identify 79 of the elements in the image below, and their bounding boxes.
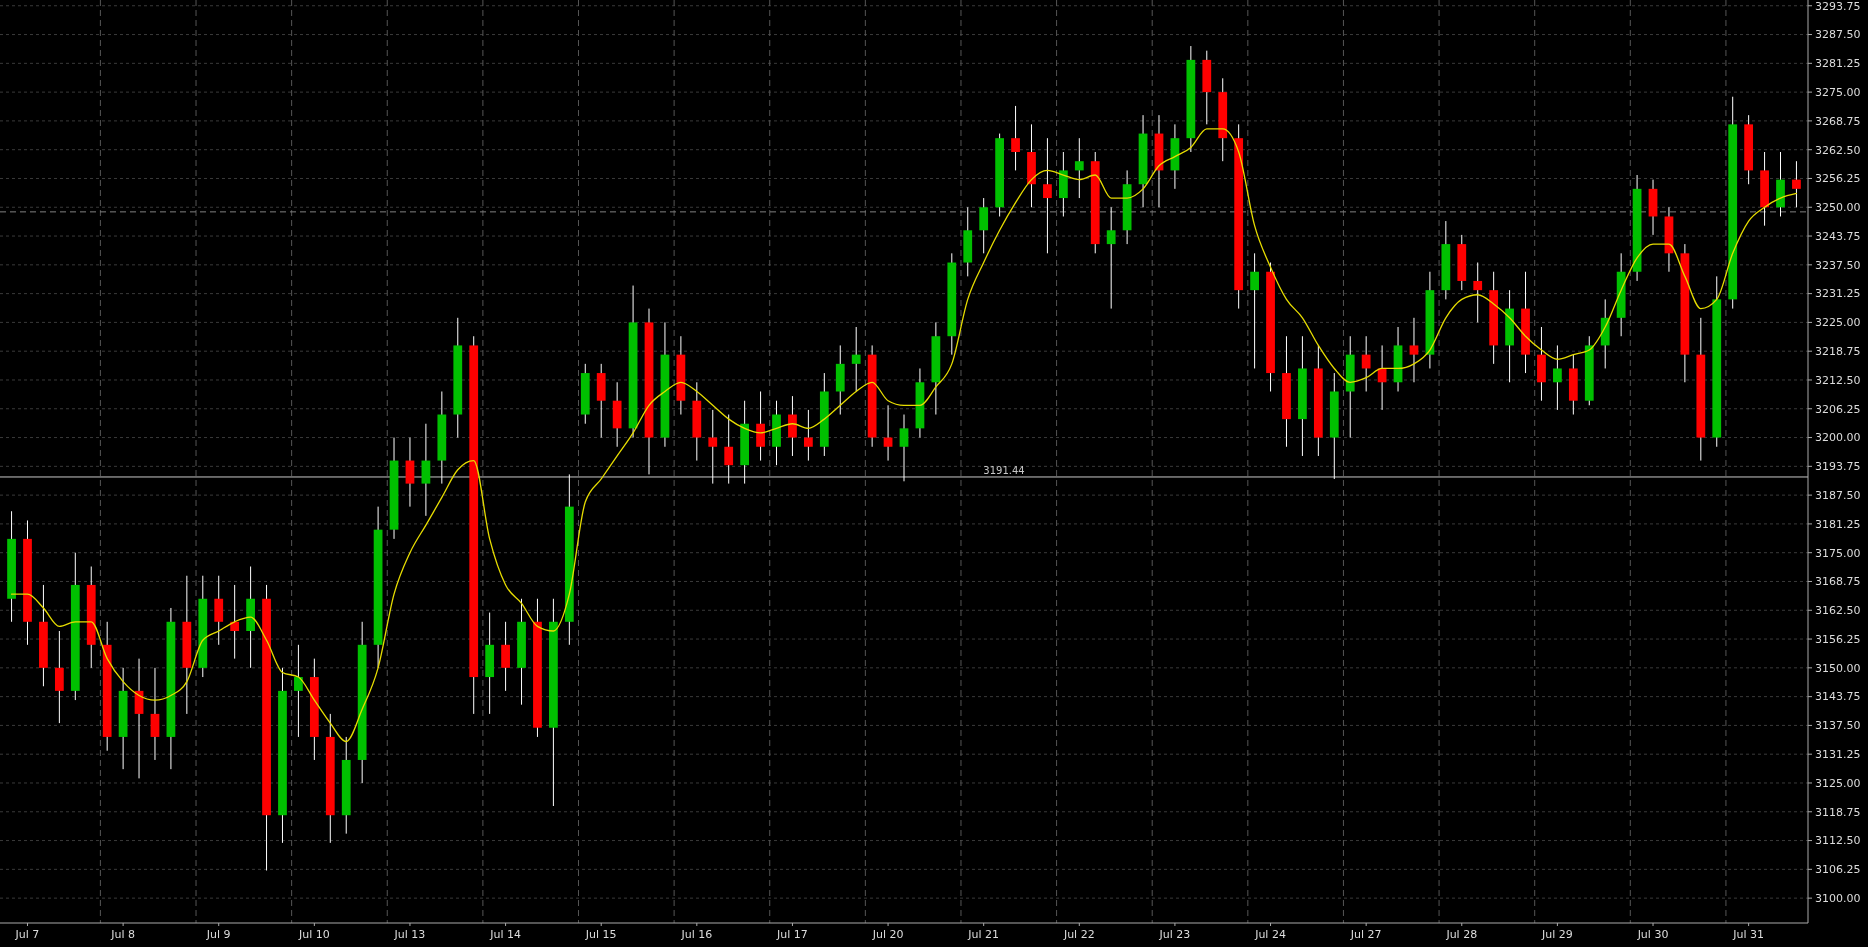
candlestick — [294, 644, 303, 738]
candlestick — [1106, 206, 1116, 310]
candlestick — [1361, 335, 1371, 392]
x-tick-label: Jul 8 — [110, 928, 135, 941]
x-tick-label: Jul 17 — [776, 928, 808, 941]
candlestick — [421, 423, 431, 517]
candlestick — [1011, 105, 1020, 171]
x-tick-label: Jul 10 — [297, 928, 330, 941]
candlestick — [788, 395, 797, 457]
y-tick-label: 3106.25 — [1815, 863, 1861, 877]
candlestick — [899, 414, 909, 482]
x-tick-label: Jul 13 — [393, 928, 426, 941]
y-tick-label: 3212.50 — [1815, 373, 1861, 387]
x-tick-label: Jul 14 — [489, 928, 521, 941]
x-tick-label: Jul 16 — [680, 928, 713, 941]
x-tick-label: Jul 22 — [1062, 928, 1095, 941]
y-tick-label: 3187.50 — [1815, 488, 1861, 502]
x-tick-label: Jul 24 — [1254, 928, 1286, 941]
y-tick-label: 3231.25 — [1815, 287, 1861, 301]
y-tick-label: 3256.25 — [1815, 172, 1861, 186]
line-series — [10, 128, 1798, 743]
y-tick-label: 3168.75 — [1815, 575, 1861, 589]
x-tick-label: Jul 30 — [1636, 928, 1669, 941]
candlestick — [708, 409, 718, 485]
y-tick-label: 3225.00 — [1815, 316, 1861, 330]
candlestick — [150, 667, 160, 761]
y-tick-label: 3162.50 — [1815, 604, 1861, 618]
y-tick-label: 3137.50 — [1815, 719, 1861, 733]
candlestick — [54, 630, 64, 724]
y-tick-label: 3287.50 — [1815, 28, 1861, 42]
y-tick-label: 3125.00 — [1815, 776, 1861, 790]
candlestick — [1074, 137, 1084, 199]
y-tick-label: 3143.75 — [1815, 690, 1861, 704]
candlestick — [724, 414, 734, 485]
x-tick-label: Jul 21 — [967, 928, 1000, 941]
y-tick-label: 3218.75 — [1815, 345, 1861, 359]
candlestick — [979, 197, 989, 254]
y-tick-label: 3131.25 — [1815, 748, 1861, 762]
y-tick-label: 3150.00 — [1815, 661, 1861, 675]
candlestick — [1792, 160, 1801, 208]
y-tick-label: 3193.75 — [1815, 460, 1861, 474]
x-tick-label: Jul 15 — [584, 928, 617, 941]
y-tick-label: 3112.50 — [1815, 834, 1861, 848]
y-tick-label: 3275.00 — [1815, 85, 1861, 99]
candlestick — [1250, 252, 1259, 369]
y-tick-label: 3206.25 — [1815, 402, 1861, 416]
x-tick-label: Jul 20 — [871, 928, 904, 941]
candlestick — [1473, 262, 1483, 323]
candlestick — [214, 575, 224, 646]
y-tick-label: 3100.00 — [1815, 891, 1861, 905]
x-tick-label: Jul 23 — [1158, 928, 1191, 941]
y-tick-label: 3118.75 — [1815, 805, 1861, 819]
candlestick — [230, 584, 240, 660]
y-tick-label: 3237.50 — [1815, 258, 1861, 272]
y-tick-label: 3181.25 — [1815, 517, 1861, 531]
y-tick-label: 3243.75 — [1815, 229, 1861, 243]
y-tick-label: 3293.75 — [1815, 0, 1861, 13]
y-tick-label: 3156.25 — [1815, 632, 1861, 646]
candlestick — [1043, 137, 1052, 254]
x-tick-label: Jul 27 — [1349, 928, 1382, 941]
y-tick-label: 3175.00 — [1815, 546, 1861, 560]
x-tick-label: Jul 31 — [1732, 928, 1765, 941]
x-tick-label: Jul 7 — [14, 928, 40, 941]
candlestick — [501, 621, 510, 692]
x-tick-label: Jul 29 — [1541, 928, 1573, 941]
candlestick — [804, 409, 813, 462]
candlestick — [756, 390, 765, 462]
ref-line-label: 3191.44 — [983, 464, 1025, 476]
y-tick-label: 3268.75 — [1815, 114, 1861, 128]
y-tick-label: 3281.25 — [1815, 57, 1861, 71]
y-tick-label: 3200.00 — [1815, 431, 1861, 445]
x-tick-label: Jul 9 — [205, 928, 231, 941]
candlestick — [1409, 317, 1419, 383]
y-tick-label: 3250.00 — [1815, 201, 1861, 215]
candlestick — [851, 326, 861, 392]
y-tick-label: 3262.50 — [1815, 143, 1861, 157]
candlestick — [1553, 344, 1562, 411]
candlestick — [405, 437, 415, 508]
x-tick-label: Jul 28 — [1445, 928, 1478, 941]
